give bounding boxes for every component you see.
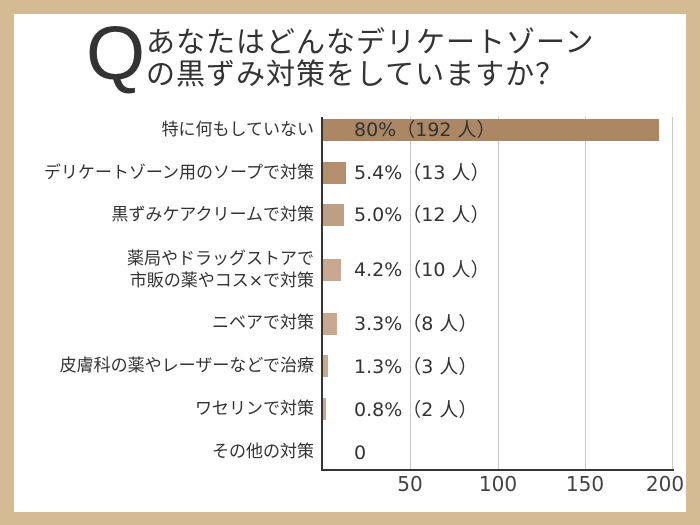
gridline-150 <box>585 117 586 470</box>
category-label: デリケートゾーン用のソープで対策 <box>43 163 314 183</box>
question-mark-letter: Q <box>86 11 146 96</box>
category-label-line2: 市販の薬やコス×で対策 <box>129 271 314 291</box>
bar-nivea <box>323 313 337 335</box>
category-label: ワセリンで対策 <box>195 399 314 419</box>
value-label: 3.3%（8 人） <box>354 313 478 335</box>
chart-panel <box>14 14 686 512</box>
category-label: 黒ずみケアクリームで対策 <box>111 205 314 225</box>
x-tick-label: 150 <box>565 472 605 496</box>
category-label: 特に何もしていない <box>161 120 315 140</box>
x-tick-label: 200 <box>645 472 685 496</box>
value-label: 0.8%（2 人） <box>354 399 478 421</box>
gridline-200 <box>672 117 673 470</box>
chart-title: あなたはどんなデリケートゾーン の黒ずみ対策をしていますか？ <box>146 26 595 90</box>
x-axis <box>321 469 674 471</box>
y-axis <box>321 117 323 471</box>
value-label: 5.4%（13 人） <box>354 162 490 184</box>
value-label: 0 <box>354 442 367 464</box>
value-label: 1.3%（3 人） <box>354 356 478 378</box>
category-label: ニベアで対策 <box>212 313 314 333</box>
category-label: 皮膚科の薬やレーザーなどで治療 <box>59 356 314 376</box>
value-label: 4.2%（10 人） <box>354 259 490 281</box>
bar-cream <box>323 204 344 226</box>
bar-pharmacy <box>323 259 341 281</box>
gridline-50 <box>410 117 411 470</box>
category-label: その他の対策 <box>212 442 314 462</box>
bar-none <box>323 119 659 141</box>
x-tick-label: 100 <box>478 472 518 496</box>
bar-soap <box>323 162 346 184</box>
x-tick-label: 50 <box>397 472 423 496</box>
bar-vaseline <box>323 398 326 420</box>
title-line-2: の黒ずみ対策をしていますか？ <box>146 57 566 91</box>
bar-dermatology <box>323 355 328 377</box>
value-label: 80%（192 人） <box>354 119 496 141</box>
gridline-100 <box>498 117 499 470</box>
category-label: 薬局やドラッグストアで <box>127 249 314 269</box>
title-line-1: あなたはどんなデリケートゾーン <box>146 25 595 59</box>
value-label: 5.0%（12 人） <box>354 204 490 226</box>
